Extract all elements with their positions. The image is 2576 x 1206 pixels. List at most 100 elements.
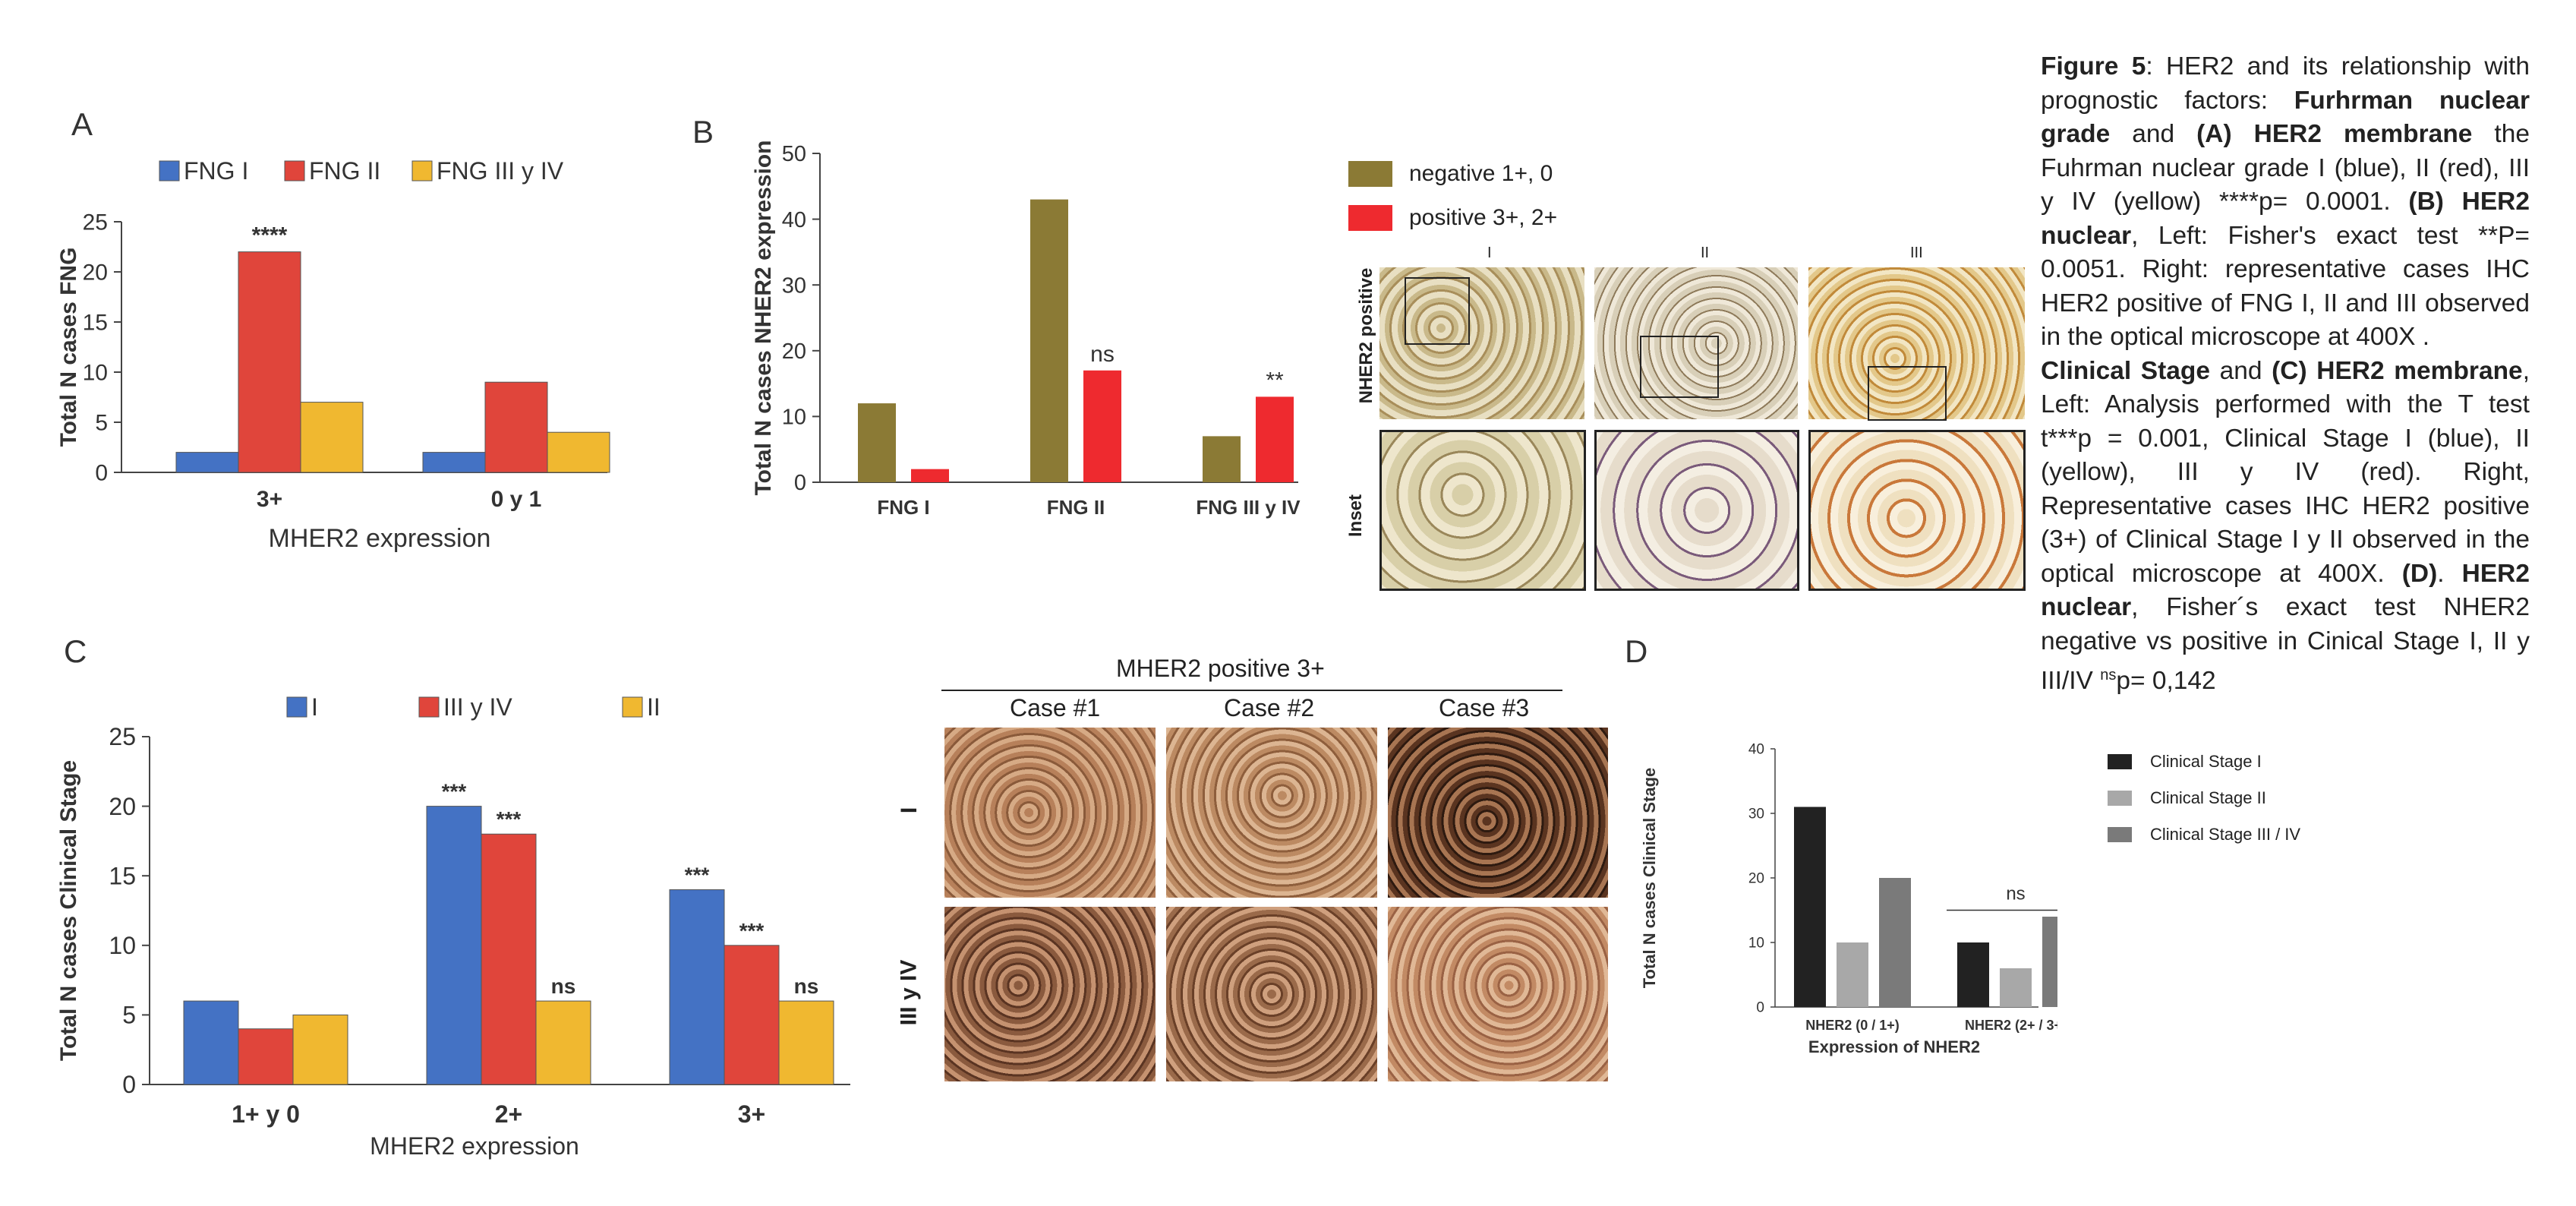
legend-swatch-d1 [2108, 754, 2132, 769]
caption-bold-4: Clinical Stage [2041, 356, 2210, 385]
significance-label: ns [794, 974, 819, 998]
micro-c-col-3: Case #3 [1439, 694, 1530, 721]
micro-c-title: MHER2 positive 3+ [1116, 655, 1325, 682]
inset-box-b-1 [1405, 277, 1470, 345]
caption-text-6: , Left: Analysis performed with the T te… [2041, 356, 2530, 588]
bar-i [426, 806, 482, 1085]
y-tick-label: 10 [1748, 936, 1764, 952]
legend-swatch [159, 160, 180, 182]
y-tick-label: 50 [782, 142, 806, 166]
x-category-label: FNG I [877, 496, 929, 519]
legend-d-stage-1: Clinical Stage I [2108, 752, 2262, 772]
bar-positive-3-2- [911, 469, 949, 482]
caption-bold-2: (A) HER2 membrane [2196, 120, 2473, 148]
legend-swatch-negative [1348, 161, 1392, 187]
bar-clinical-stage-iii-iv [2042, 917, 2057, 1007]
significance-label: ns [1090, 342, 1115, 367]
legend-label: FNG III y IV [437, 157, 564, 185]
legend-label-d1: Clinical Stage I [2150, 752, 2262, 771]
bar-iii-y-iv [238, 1028, 294, 1085]
legend-b-positive: positive 3+, 2+ [1348, 205, 1557, 231]
y-tick-label: 20 [109, 793, 136, 820]
bar-positive-3-2- [1083, 370, 1121, 482]
y-tick-label: 30 [1748, 807, 1764, 822]
legend-label-positive: positive 3+, 2+ [1409, 205, 1558, 230]
chart-c: 0 5 10 15 20 25 1+ y 0 *** *** ns 2+ *** *** ns 3+ MHER… [56, 693, 850, 1160]
chart-d: 0 10 20 30 40 NHER2 (0 / 1+) ns NHER2 (2+ / 3+)… [1640, 742, 2057, 1056]
x-category-label: FNG III y IV [1196, 496, 1301, 519]
micrograph-c-r2c3 [1388, 907, 1608, 1081]
x-category-label: 3+ [257, 487, 282, 512]
bar-clinical-stage-ii [1837, 942, 1868, 1007]
y-tick-label: 15 [109, 862, 136, 889]
bar-i [183, 1000, 239, 1085]
inset-box-b-3 [1868, 366, 1947, 421]
legend-swatch-d3 [2108, 827, 2132, 842]
y-axis-label: Total N cases NHER2 expression [751, 140, 776, 496]
micro-c-row-2: III y IV [896, 959, 922, 1026]
micrograph-grid-b: I II III NHER2 positive Inset [1329, 243, 2027, 638]
x-category-label: FNG II [1047, 496, 1105, 519]
legend-swatch [622, 696, 643, 718]
micrograph-c-r2c1 [944, 907, 1156, 1081]
caption-bold-3: (B) HER2 nuclear [2041, 188, 2530, 250]
bar-fng-ii [238, 251, 301, 473]
micrograph-b-r2c2 [1594, 430, 1799, 591]
bar-clinical-stage-i [1957, 942, 1989, 1007]
y-tick-label: 20 [782, 339, 806, 364]
y-axis-label: Total N cases Clinical Stage [56, 760, 81, 1061]
legend-label-d2: Clinical Stage II [2150, 788, 2266, 807]
caption-text-4: , Left: Fisher's exact test **P= 0.0051.… [2041, 221, 2530, 352]
y-tick-label: 20 [83, 260, 108, 286]
y-axis-label: Total N cases FNG [56, 248, 81, 447]
bar-fng-i [175, 452, 239, 473]
y-tick-label: 0 [1756, 1000, 1764, 1016]
legend-b-negative: negative 1+, 0 [1348, 161, 1553, 187]
micro-c-title-rule [941, 690, 1562, 691]
bar-negative-1-0 [1030, 199, 1068, 482]
micrograph-c-r1c2 [1166, 728, 1377, 898]
y-tick-label: 25 [109, 723, 136, 750]
panel-letter-d: D [1625, 633, 1648, 669]
x-category-label: 3+ [738, 1100, 765, 1128]
bar-negative-1-0 [1203, 436, 1241, 482]
significance-label: *** [685, 863, 710, 887]
legend-label: FNG II [309, 157, 380, 185]
significance-label: ns [2006, 884, 2025, 904]
inset-box-b-2 [1640, 336, 1719, 398]
figure-caption: Figure 5: HER2 and its relationship with… [2041, 50, 2530, 699]
caption-bold-7: HER2 nuclear [2041, 559, 2530, 622]
bar-clinical-stage-iii-iv [1879, 878, 1911, 1007]
micro-b-row-1: NHER2 positive [1356, 267, 1376, 404]
significance-label: ns [551, 974, 576, 998]
y-tick-label: 10 [109, 932, 136, 959]
x-axis-label: Expression of NHER2 [1808, 1037, 1980, 1056]
legend-swatch-positive [1348, 205, 1392, 231]
legend-label: FNG I [184, 157, 248, 185]
bar-negative-1-0 [858, 403, 896, 482]
micrograph-c-r1c3 [1388, 728, 1608, 898]
caption-text-1: : HER2 and its relationship with prognos… [2041, 52, 2530, 115]
x-axis-label: MHER2 expression [370, 1132, 579, 1160]
bar-fng-i [422, 452, 486, 473]
micrograph-b-r2c3 [1808, 430, 2026, 591]
micrograph-b-r2c1 [1379, 430, 1586, 591]
bar-clinical-stage-i [1794, 807, 1826, 1007]
y-tick-label: 0 [794, 471, 806, 495]
y-tick-label: 0 [95, 461, 108, 486]
legend-d-stage-2: Clinical Stage II [2108, 788, 2266, 808]
legend-swatch [411, 160, 433, 182]
bar-clinical-stage-ii [2000, 968, 2032, 1007]
caption-text-7: . [2437, 559, 2462, 588]
legend-label: II [647, 693, 661, 721]
x-category-label: 2+ [495, 1100, 522, 1128]
micro-b-col-1: I [1487, 245, 1492, 261]
significance-label: *** [442, 780, 467, 803]
micrograph-c-r1c1 [944, 728, 1156, 898]
y-tick-label: 5 [95, 411, 108, 436]
x-category-label: NHER2 (2+ / 3+) [1965, 1018, 2057, 1033]
y-tick-label: 20 [1748, 871, 1764, 887]
significance-label: ** [1266, 368, 1284, 393]
bar-fng-ii [484, 381, 548, 473]
